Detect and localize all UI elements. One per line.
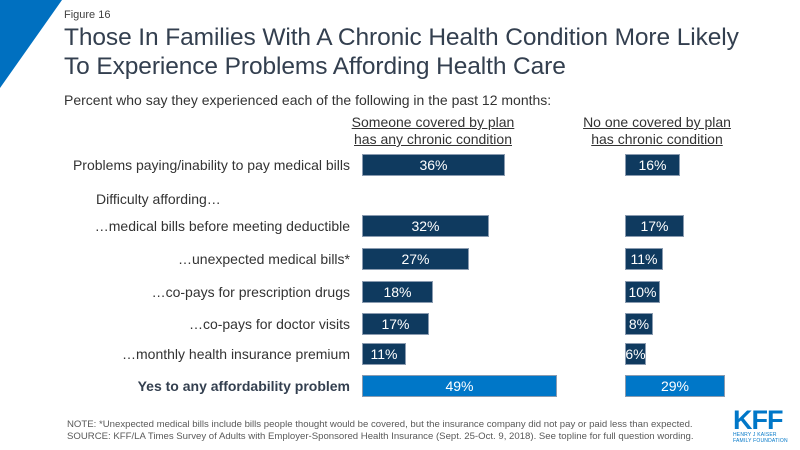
bar-chronic: 17%: [362, 313, 429, 335]
bar-chronic: 18%: [362, 281, 433, 303]
bar-chronic: 11%: [362, 343, 406, 365]
series-header-no-chronic: No one covered by plan has chronic condi…: [562, 114, 752, 148]
bar-no-chronic: 8%: [625, 313, 653, 335]
chart-subtitle: Percent who say they experienced each of…: [64, 92, 552, 108]
logo-subtext-2: FAMILY FOUNDATION: [733, 438, 788, 444]
data-label: 32%: [411, 218, 440, 234]
chart-title: Those In Families With A Chronic Health …: [64, 23, 794, 81]
data-label: 6%: [625, 346, 646, 362]
data-label: 8%: [628, 316, 650, 332]
series-header-no-chronic-line2: has chronic condition: [591, 131, 723, 147]
group-label: Difficulty affording…: [96, 191, 221, 207]
series-header-chronic: Someone covered by plan has any chronic …: [338, 114, 528, 148]
data-label: 10%: [628, 284, 657, 300]
data-label: 29%: [660, 378, 690, 394]
data-label: 11%: [370, 346, 398, 362]
figure-label: Figure 16: [64, 9, 111, 21]
bar-no-chronic: 17%: [625, 215, 684, 237]
data-label: 49%: [445, 378, 474, 394]
data-label: 17%: [640, 218, 669, 234]
category-label: …monthly health insurance premium: [122, 346, 350, 362]
category-label: Yes to any affordability problem: [137, 378, 350, 394]
series-header-chronic-line2: has any chronic condition: [354, 131, 512, 147]
category-label: …co-pays for doctor visits: [188, 316, 350, 332]
category-label: Problems paying/inability to pay medical…: [72, 157, 350, 173]
bar-no-chronic: 6%: [625, 343, 646, 365]
category-label: …medical bills before meeting deductible: [94, 218, 350, 234]
data-label: 36%: [419, 157, 448, 173]
bar-no-chronic: 10%: [625, 281, 660, 303]
kff-logo: KFF HENRY J KAISER FAMILY FOUNDATION: [733, 405, 789, 445]
data-label: 18%: [383, 284, 412, 300]
data-label: 17%: [381, 316, 410, 332]
category-label: …unexpected medical bills*: [178, 251, 350, 267]
bar-chronic: 32%: [362, 215, 489, 237]
bar-chronic: 36%: [362, 154, 505, 176]
footnote: NOTE: *Unexpected medical bills include …: [67, 419, 694, 443]
bar-chronic: 27%: [362, 248, 469, 270]
note-line: NOTE: *Unexpected medical bills include …: [67, 419, 693, 430]
bar-chronic: 49%: [362, 375, 557, 397]
data-label: 16%: [638, 157, 667, 173]
series-header-no-chronic-line1: No one covered by plan: [583, 114, 731, 130]
bar-no-chronic: 11%: [625, 248, 663, 270]
data-label: 27%: [401, 251, 430, 267]
category-label: …co-pays for prescription drugs: [151, 284, 350, 300]
series-header-chronic-line1: Someone covered by plan: [351, 114, 515, 130]
data-label: 11%: [630, 251, 658, 267]
logo-subtext-1: HENRY J KAISER: [733, 432, 777, 438]
source-line: SOURCE: KFF/LA Times Survey of Adults wi…: [67, 431, 694, 442]
corner-accent: [0, 0, 62, 88]
logo-text: KFF: [733, 405, 783, 435]
title-line-2: To Experience Problems Affording Health …: [64, 53, 566, 80]
bar-no-chronic: 16%: [625, 154, 680, 176]
bar-no-chronic: 29%: [625, 375, 725, 397]
title-line-1: Those In Families With A Chronic Health …: [64, 24, 739, 51]
